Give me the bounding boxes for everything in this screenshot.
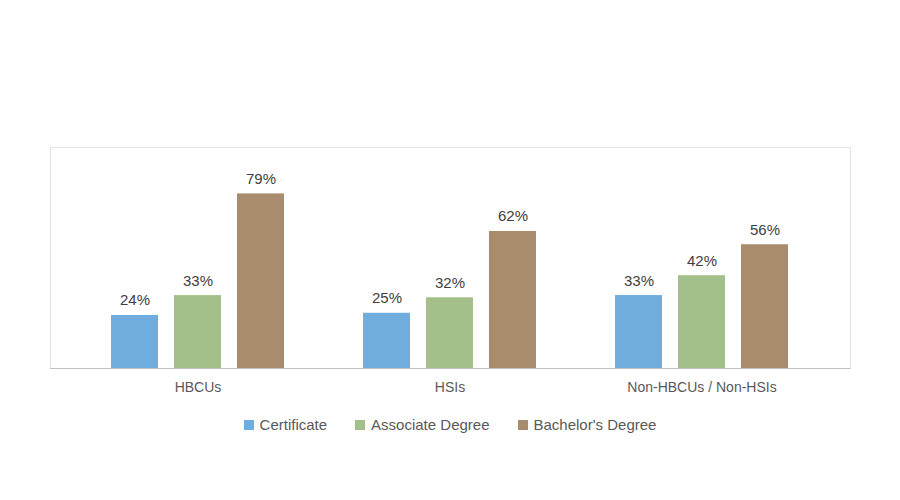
html-text:Bachelor's Degree: Bachelor's Degree [533,416,657,433]
svg-text:79%: 79% [246,170,276,187]
svg-text:Non-HBCUs / Non-HSIs: Non-HBCUs / Non-HSIs [627,379,776,395]
svg-text:33%: 33% [624,272,654,289]
svg-text:32%: 32% [435,274,465,291]
svg-text:24%: 24% [120,291,150,308]
svg-text:25%: 25% [372,289,402,306]
svg-text:33%: 33% [183,272,213,289]
svg-text:62%: 62% [498,207,528,224]
svg-text:HBCUs: HBCUs [175,379,222,395]
svg-text:HSIs: HSIs [435,379,465,395]
html-text:Certificate: Certificate [259,416,328,433]
html-text:Associate Degree: Associate Degree [371,416,490,433]
svg-text:42%: 42% [687,252,717,269]
svg-text:56%: 56% [750,221,780,238]
